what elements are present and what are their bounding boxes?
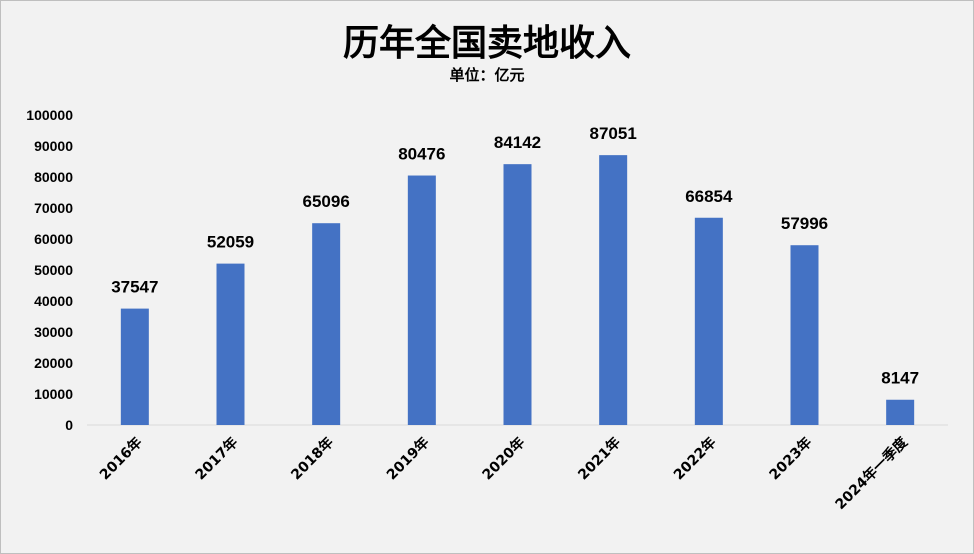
y-tick-label: 40000 [34, 293, 73, 309]
y-tick-label: 50000 [34, 262, 73, 278]
y-tick-label: 80000 [34, 169, 73, 185]
data-labels: 37547 52059 65096 80476 84142 87051 66854 57996… [111, 124, 919, 388]
bar [503, 164, 532, 426]
bar [886, 399, 915, 425]
x-tick-label: 2016年 [96, 434, 145, 483]
bar [312, 223, 341, 425]
chart-subtitle: 单位：亿元 [449, 66, 525, 84]
data-label: 66854 [685, 187, 733, 206]
data-label: 57996 [781, 214, 828, 233]
bar [599, 155, 628, 425]
x-tick-label: 2019年 [383, 434, 432, 483]
bar [790, 245, 819, 425]
data-label: 87051 [590, 124, 637, 143]
x-tick-label: 2017年 [192, 434, 241, 483]
data-label: 65096 [303, 192, 350, 211]
bar [407, 175, 436, 425]
y-tick-label: 90000 [34, 138, 73, 154]
bar [694, 217, 723, 425]
y-tick-label: 20000 [34, 355, 73, 371]
data-label: 52059 [207, 233, 254, 252]
data-label: 84142 [494, 133, 541, 152]
y-tick-label: 60000 [34, 231, 73, 247]
x-tick-label: 2022年 [670, 434, 719, 483]
x-tick-label: 2024年一季度 [832, 433, 912, 513]
y-tick-label: 0 [65, 417, 73, 433]
y-tick-label: 30000 [34, 324, 73, 340]
y-tick-label: 70000 [34, 200, 73, 216]
data-label: 80476 [398, 145, 445, 164]
y-tick-label: 100000 [26, 107, 73, 123]
bar [120, 308, 149, 425]
x-tick-label: 2021年 [575, 434, 624, 483]
y-axis: 0 10000 20000 30000 40000 50000 60000 70000 8000… [26, 107, 73, 433]
chart-title: 历年全国卖地收入 [342, 23, 631, 64]
x-axis-labels: 2016年 2017年 2018年 2019年 2020年 2021年 2022年 2023年… [96, 433, 912, 513]
x-tick-label: 2018年 [288, 434, 337, 483]
data-label: 8147 [881, 369, 919, 388]
y-tick-label: 10000 [34, 386, 73, 402]
bars [120, 155, 915, 426]
x-tick-label: 2023年 [766, 434, 815, 483]
x-tick-label: 2020年 [479, 434, 528, 483]
data-label: 37547 [111, 278, 158, 297]
bar [216, 263, 245, 425]
